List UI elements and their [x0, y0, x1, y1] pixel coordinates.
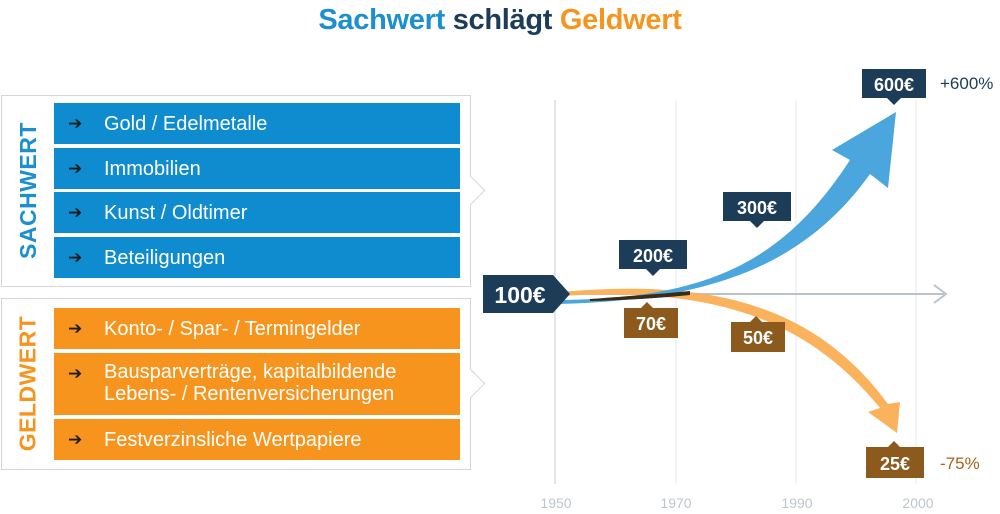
- arrow-right-icon: ➔: [68, 202, 83, 222]
- geldwert-arrow: [560, 288, 900, 433]
- svg-text:600€: 600€: [874, 75, 914, 95]
- svg-text:25€: 25€: [880, 454, 910, 474]
- arrow-overlap: [590, 291, 690, 301]
- geldwert-item-konto: ➔ Konto- / Spar- / Termingelder: [54, 308, 460, 349]
- svg-text:70€: 70€: [636, 314, 666, 334]
- arrow-right-icon: ➔: [68, 247, 83, 267]
- badge-100: 100€: [483, 275, 570, 313]
- tick-1990: 1990: [781, 495, 812, 511]
- sachwert-item-beteiligungen: ➔ Beteiligungen: [54, 237, 460, 278]
- tick-1950: 1950: [540, 495, 571, 511]
- badge-70: 70€: [624, 302, 678, 338]
- badge-300: 300€: [723, 192, 791, 228]
- sachwert-arrow: [560, 112, 896, 304]
- geldwert-percent: -75%: [940, 454, 980, 473]
- sachwert-item-gold: ➔ Gold / Edelmetalle: [54, 103, 460, 144]
- geldwert-item-wertpapiere: ➔ Festverzinsliche Wertpapiere: [54, 419, 460, 460]
- title-geldwert: Geldwert: [559, 4, 682, 36]
- page-title: Sachwert schlägt Geldwert: [0, 4, 1000, 37]
- badge-600: 600€: [862, 69, 926, 105]
- geldwert-item-bauspar: ➔ Bausparverträge, kapitalbildende Leben…: [54, 353, 460, 415]
- title-schlaegt: schlägt: [452, 4, 553, 36]
- sachwert-item-immobilien: ➔ Immobilien: [54, 148, 460, 189]
- arrow-right-icon: ➔: [68, 364, 83, 383]
- badge-200: 200€: [619, 240, 687, 276]
- sachwert-percent: +600%: [940, 74, 994, 93]
- svg-text:100€: 100€: [494, 282, 545, 308]
- sachwert-group: SACHWERT ➔ Gold / Edelmetalle ➔ Immobili…: [1, 95, 486, 287]
- svg-text:50€: 50€: [743, 328, 773, 348]
- arrow-right-icon: ➔: [68, 158, 83, 178]
- svg-text:200€: 200€: [633, 246, 673, 266]
- arrow-right-icon: ➔: [68, 429, 83, 449]
- title-sachwert: Sachwert: [318, 4, 445, 36]
- tick-1970: 1970: [660, 495, 691, 511]
- x-axis-arrow-icon: [933, 284, 948, 304]
- tick-2000: 2000: [902, 495, 933, 511]
- arrow-right-icon: ➔: [68, 318, 83, 338]
- geldwert-group: GELDWERT ➔ Konto- / Spar- / Termingelder…: [1, 298, 486, 470]
- badge-25: 25€: [866, 441, 924, 478]
- sachwert-item-kunst: ➔ Kunst / Oldtimer: [54, 192, 460, 233]
- arrow-right-icon: ➔: [68, 113, 83, 133]
- badge-50: 50€: [731, 316, 785, 352]
- svg-text:300€: 300€: [737, 198, 777, 218]
